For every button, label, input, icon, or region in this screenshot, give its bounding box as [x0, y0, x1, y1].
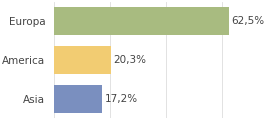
Text: 17,2%: 17,2% [104, 94, 138, 104]
Text: 20,3%: 20,3% [113, 55, 146, 65]
Bar [54, 7, 229, 35]
Bar [54, 46, 111, 74]
Text: 62,5%: 62,5% [231, 16, 264, 26]
Bar [54, 85, 102, 113]
